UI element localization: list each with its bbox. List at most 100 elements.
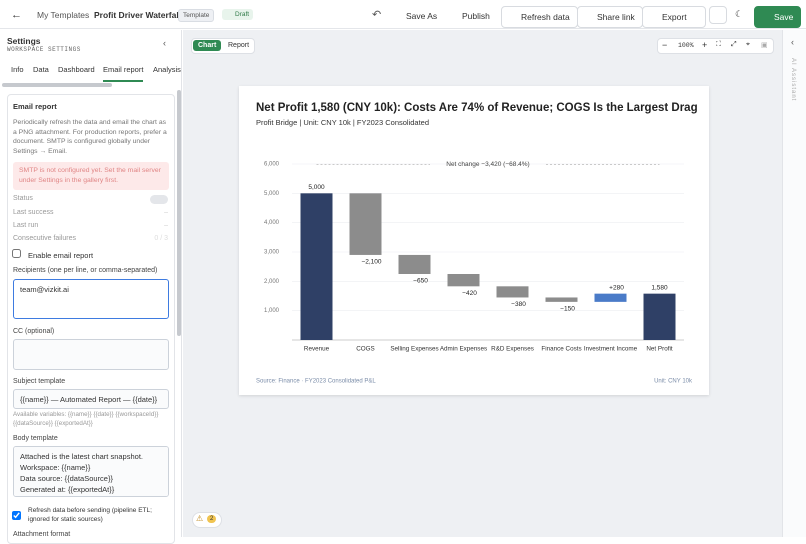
x-tick-label: Revenue: [304, 346, 330, 353]
badge: Template: [178, 9, 215, 22]
zoom-level: 100%: [678, 42, 694, 49]
x-tick-label: Admin Expenses: [440, 346, 487, 353]
export-button[interactable]: Export: [642, 6, 706, 28]
rail-toggle[interactable]: ‹: [791, 37, 794, 47]
variables-hint: Available variables: {{name}} {{date}} {…: [13, 411, 159, 428]
x-tick-label: Selling Expenses: [390, 346, 438, 353]
scrollbar: [177, 90, 181, 336]
x-tick-label: Finance Costs: [541, 346, 581, 353]
recipients-label: Recipients (one per line, or comma-separ…: [13, 267, 158, 274]
bar: [594, 293, 627, 302]
body-label: Body template: [13, 435, 58, 442]
y-tick-label: 2,000: [264, 279, 280, 285]
y-tick-label: 6,000: [264, 162, 280, 168]
description: Periodically refresh the data and email …: [13, 119, 167, 155]
status-row-label: Last run: [13, 222, 39, 229]
y-tick-label: 5,000: [264, 191, 280, 197]
bar: [398, 254, 431, 274]
save-as-button[interactable]: Save As: [393, 6, 445, 26]
publish-button[interactable]: Publish: [448, 6, 497, 26]
badge: Draft: [222, 9, 254, 20]
status-label: Status: [13, 195, 33, 202]
chart-title: Net Profit 1,580 (CNY 10k): Costs Are 74…: [256, 102, 698, 114]
value-label: +280: [609, 284, 624, 291]
value-label: −380: [511, 301, 526, 308]
sidebar-title: Settings: [7, 36, 41, 46]
value-label: −2,100: [361, 259, 381, 266]
doc-title: Profit Driver Waterfall: [94, 10, 182, 20]
status-row-value: –: [164, 209, 168, 216]
expand-button[interactable]: ⤢: [731, 41, 737, 48]
undo-button[interactable]: ↶: [372, 9, 382, 21]
warning-icon: ⚠: [196, 514, 204, 523]
tab-active[interactable]: Email report: [103, 65, 144, 82]
status-row-label: Consecutive failures: [13, 235, 77, 242]
enable-checkbox[interactable]: [12, 249, 21, 258]
x-tick-label: R&D Expenses: [491, 346, 534, 353]
section-heading: Email report: [13, 102, 57, 111]
value-label: −150: [560, 306, 575, 313]
tab[interactable]: Analysis: [153, 65, 181, 74]
status-row-value: 0 / 3: [154, 235, 168, 242]
refresh-checkbox[interactable]: [12, 511, 21, 520]
bar: [447, 274, 480, 287]
view-tab-active[interactable]: Chart: [193, 40, 222, 51]
collapse-button[interactable]: ‹: [163, 38, 166, 48]
bar: [496, 286, 529, 298]
theme-button[interactable]: ☾: [735, 9, 744, 19]
zoom-bar: [657, 38, 774, 54]
view-tab[interactable]: Report: [228, 42, 250, 49]
enable-label: Enable email report: [28, 251, 94, 260]
cc-input[interactable]: [13, 339, 169, 370]
tab[interactable]: Info: [11, 65, 24, 74]
back-button[interactable]: ←: [11, 9, 22, 21]
cc-label: CC (optional): [13, 328, 55, 335]
body-input[interactable]: Attached is the latest chart snapshot. W…: [13, 446, 169, 497]
bar: [349, 193, 382, 255]
annotation: Net change −3,420 (−68.4%): [446, 161, 529, 168]
x-tick-label: Investment Income: [584, 346, 638, 353]
bar: [300, 193, 333, 340]
source-note: Source: Finance · FY2023 Consolidated P&…: [256, 379, 376, 385]
snapshot-button[interactable]: ▣: [761, 42, 768, 49]
value-label: −420: [462, 290, 477, 297]
attachment-label: Attachment format: [13, 531, 71, 538]
refresh-label: Refresh data before sending (pipeline ET…: [28, 507, 152, 524]
toggle[interactable]: [150, 195, 168, 204]
unit-note: Unit: CNY 10k: [654, 379, 693, 385]
assistant-rail: [782, 30, 806, 537]
value-label: −650: [413, 278, 428, 285]
recipients-input[interactable]: team@vizkit.ai: [13, 279, 169, 319]
y-tick-label: 1,000: [264, 308, 280, 314]
bar: [643, 293, 676, 340]
fit-button[interactable]: ⛶: [716, 41, 721, 48]
x-tick-label: COGS: [356, 346, 375, 353]
value-label: 1,580: [651, 284, 668, 291]
zoom-in[interactable]: +: [702, 40, 708, 50]
y-tick-label: 3,000: [264, 250, 280, 256]
tab[interactable]: Data: [33, 65, 49, 74]
refresh-button[interactable]: Refresh data: [501, 6, 578, 28]
chart-subtitle: Profit Bridge | Unit: CNY 10k | FY2023 C…: [256, 118, 429, 127]
y-tick-label: 4,000: [264, 220, 280, 226]
select-button[interactable]: ⌖: [746, 41, 750, 48]
subject-input[interactable]: {{name}} — Automated Report — {{date}}: [13, 389, 169, 409]
scrollbar: [2, 83, 112, 87]
icon-button[interactable]: [709, 6, 727, 24]
chart: Net Profit 1,580 (CNY 10k): Costs Are 74…: [256, 102, 698, 385]
assistant-label[interactable]: AI Assistant: [790, 58, 796, 102]
x-tick-label: Net Profit: [646, 346, 672, 353]
subject-label: Subject template: [13, 378, 66, 385]
bar: [545, 297, 578, 302]
issues-badge: 2: [207, 515, 217, 523]
status-row-label: Last success: [13, 209, 54, 216]
sidebar-subtitle: WORKSPACE SETTINGS: [7, 46, 81, 53]
value-label: 5,000: [308, 184, 325, 191]
zoom-out[interactable]: −: [662, 40, 668, 50]
save-button[interactable]: Save: [754, 6, 802, 28]
status-row-value: –: [164, 222, 168, 229]
warning: SMTP is not configured yet. Set the mail…: [13, 162, 169, 190]
tab[interactable]: Dashboard: [58, 65, 95, 74]
breadcrumb[interactable]: My Templates: [37, 10, 90, 20]
share-button[interactable]: Share link: [577, 6, 643, 28]
